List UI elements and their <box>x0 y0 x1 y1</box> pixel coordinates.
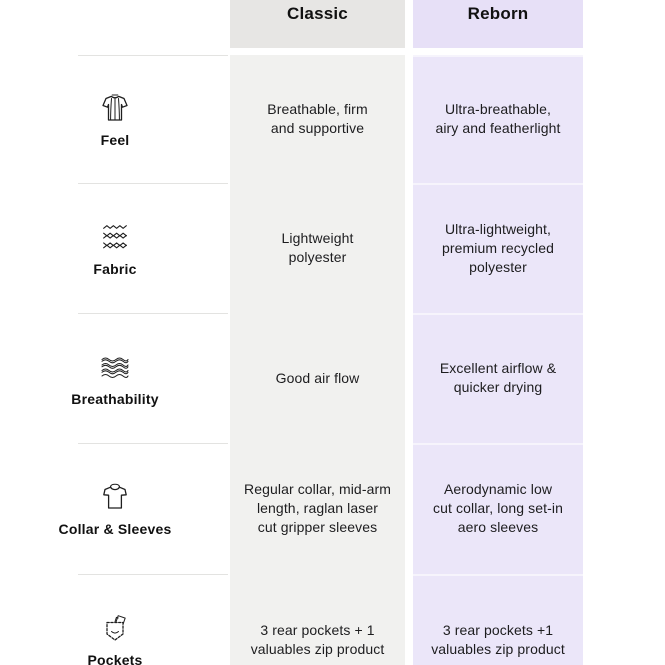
row-label: Collar & Sleeves <box>58 521 172 537</box>
table-header-row: Classic Reborn <box>0 0 665 48</box>
cell-text: Excellent airflow & quicker drying <box>439 360 557 395</box>
cell-text: Regular collar, mid-arm length, raglan l… <box>243 481 391 535</box>
cell-classic-collar-sleeves: Regular collar, mid-arm length, raglan l… <box>230 443 405 574</box>
cell-text: Aerodynamic low cut collar, long set-in … <box>433 481 563 535</box>
header-spacer <box>0 0 230 48</box>
table-row-pockets: Pockets 3 rear pockets + 1 valuables zip… <box>0 574 665 665</box>
column-header-reborn-label: Reborn <box>467 4 529 23</box>
row-header-feel: Feel <box>0 55 230 183</box>
row-divider <box>78 183 228 184</box>
rear-pocket-icon <box>98 611 132 645</box>
row-header-pockets: Pockets <box>0 574 230 665</box>
row-label: Breathability <box>71 390 159 407</box>
jersey-icon <box>98 91 132 125</box>
cell-reborn-pockets: 3 rear pockets +1 valuables zip product <box>413 574 583 665</box>
row-label: Pockets <box>87 652 143 665</box>
row-divider <box>78 574 228 575</box>
row-header-fabric: Fabric <box>0 183 230 313</box>
row-label: Fabric <box>93 260 137 277</box>
row-divider <box>78 313 228 314</box>
fabric-weave-icon <box>98 220 132 254</box>
column-header-classic-label: Classic <box>287 4 348 23</box>
tshirt-collar-icon <box>98 480 132 514</box>
row-label: Feel <box>100 131 130 148</box>
column-gutter <box>405 0 413 48</box>
right-margin <box>583 0 665 48</box>
row-divider <box>78 443 228 444</box>
column-header-classic: Classic <box>230 0 405 48</box>
table-row-collar-sleeves: Collar & Sleeves Regular collar, mid-arm… <box>0 443 665 574</box>
cell-classic-pockets: 3 rear pockets + 1 valuables zip product <box>230 574 405 665</box>
column-header-reborn: Reborn <box>413 0 583 48</box>
cell-classic-breathability: Good air flow <box>230 313 405 443</box>
cell-text: Lightweight polyester <box>281 230 354 265</box>
cell-text: 3 rear pockets + 1 valuables zip product <box>250 621 385 657</box>
cell-text: Good air flow <box>275 369 360 386</box>
airflow-waves-icon <box>98 350 132 384</box>
row-divider <box>78 55 228 56</box>
table-row-feel: Feel Breathable, firm and supportive Ult… <box>0 55 665 183</box>
table-row-breathability: Breathability Good air flow Excellent ai… <box>0 313 665 443</box>
cell-text: Ultra-breathable, airy and featherlight <box>435 101 561 136</box>
cell-reborn-collar-sleeves: Aerodynamic low cut collar, long set-in … <box>413 443 583 574</box>
header-body-gap <box>0 48 665 55</box>
cell-text: Ultra-lightweight, premium recycled poly… <box>441 220 555 275</box>
row-header-breathability: Breathability <box>0 313 230 443</box>
cell-text: Breathable, firm and supportive <box>267 101 368 136</box>
cell-reborn-feel: Ultra-breathable, airy and featherlight <box>413 55 583 183</box>
cell-classic-fabric: Lightweight polyester <box>230 183 405 313</box>
cell-reborn-breathability: Excellent airflow & quicker drying <box>413 313 583 443</box>
cell-text: 3 rear pockets +1 valuables zip product <box>431 621 565 657</box>
table-row-fabric: Fabric Lightweight polyester Ultra-light… <box>0 183 665 313</box>
cell-reborn-fabric: Ultra-lightweight, premium recycled poly… <box>413 183 583 313</box>
row-header-collar-sleeves: Collar & Sleeves <box>0 443 230 574</box>
cell-classic-feel: Breathable, firm and supportive <box>230 55 405 183</box>
